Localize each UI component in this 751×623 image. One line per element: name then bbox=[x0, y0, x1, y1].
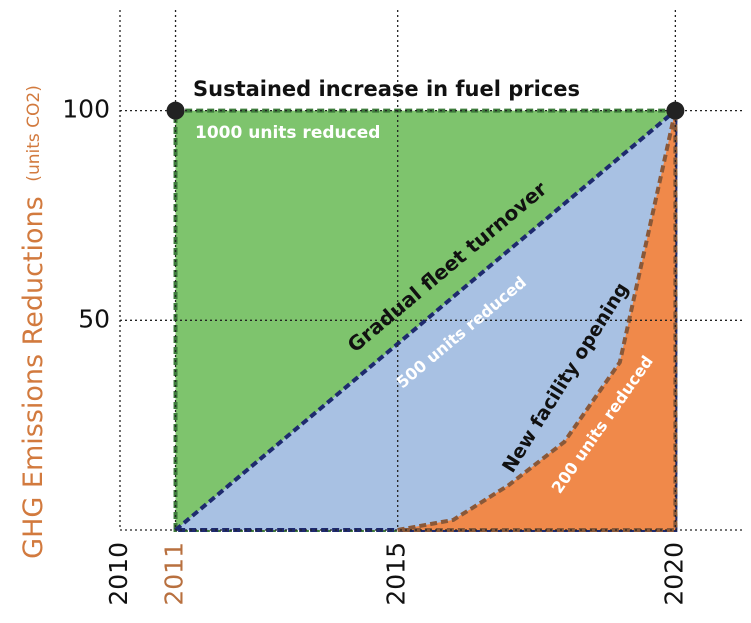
point bbox=[666, 101, 685, 120]
x-tick-label: 2020 bbox=[659, 542, 688, 606]
x-tick-label: 2011 bbox=[160, 542, 189, 606]
area-label: 1000 units reduced bbox=[195, 123, 380, 143]
y-tick-label: 50 bbox=[78, 304, 110, 333]
y-axis-title: GHG Emissions Reductions bbox=[18, 196, 49, 559]
area bbox=[170, 106, 678, 532]
point bbox=[166, 101, 185, 120]
y-axis-label: GHG Emissions Reductions (units CO2) bbox=[18, 85, 49, 559]
y-axis-unit: (units CO2) bbox=[24, 85, 44, 182]
series-name: Sustained increase in fuel prices bbox=[193, 77, 580, 101]
y-tick-label: 100 bbox=[62, 95, 110, 124]
x-tick-label: 2015 bbox=[382, 542, 411, 606]
x-tick-label: 2010 bbox=[104, 542, 133, 606]
